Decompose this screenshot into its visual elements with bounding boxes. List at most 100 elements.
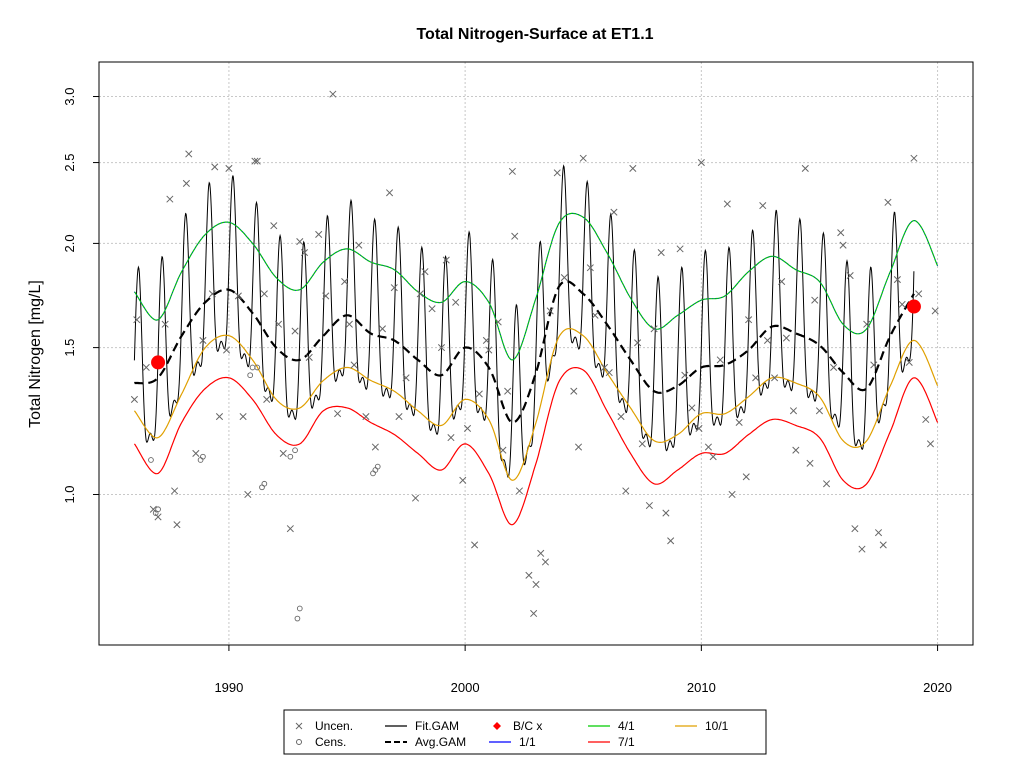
uncensored-point xyxy=(695,424,703,432)
uncensored-point xyxy=(291,327,299,335)
uncensored-point xyxy=(215,413,224,421)
uncensored-point xyxy=(166,195,174,203)
legend-item: 1/1 xyxy=(489,735,536,749)
uncensored-point xyxy=(244,490,252,499)
uncensored-point xyxy=(270,222,278,230)
uncensored-point xyxy=(801,164,809,172)
uncensored-point xyxy=(759,202,767,210)
uncensored-point xyxy=(541,558,550,566)
uncensored-point xyxy=(688,404,696,412)
uncensored-point xyxy=(459,476,467,484)
uncensored-point xyxy=(789,407,798,415)
uncensored-point xyxy=(494,318,502,326)
censored-point xyxy=(294,615,301,622)
legend-item: 10/1 xyxy=(675,719,729,733)
censored-point xyxy=(372,467,379,473)
uncensored-point xyxy=(591,311,599,319)
uncensored-point xyxy=(537,549,545,557)
legend-item: Uncen. xyxy=(295,719,353,733)
uncensored-point xyxy=(390,284,398,292)
legend-label: Fit.GAM xyxy=(415,719,459,733)
uncensored-point xyxy=(362,413,370,421)
uncensored-point xyxy=(341,278,349,286)
uncensored-point xyxy=(211,163,219,171)
uncensored-point xyxy=(274,320,283,328)
uncensored-point xyxy=(837,229,845,237)
uncensored-point xyxy=(334,410,342,418)
bc-point xyxy=(151,355,166,370)
uncensored-point xyxy=(735,418,743,427)
curve-1-1 xyxy=(134,213,938,361)
uncensored-point xyxy=(716,356,724,364)
uncensored-point xyxy=(763,336,772,344)
legend-item: Fit.GAM xyxy=(385,719,459,733)
uncensored-point xyxy=(905,358,913,366)
uncensored-point xyxy=(634,339,642,347)
uncensored-point xyxy=(898,300,906,308)
uncensored-point xyxy=(884,198,892,206)
y-axis: 1.0 1.5 2.0 2.5 3.0 xyxy=(62,87,99,504)
legend: Uncen. Cens. Fit.GAM Avg.GAM B/C x 1/1 4/1 7/1 1… xyxy=(283,709,767,755)
bc-point xyxy=(906,299,921,314)
uncensored-point xyxy=(142,363,150,372)
uncensored-point xyxy=(411,494,420,502)
uncensored-point xyxy=(574,443,583,451)
uncensored-point xyxy=(253,157,261,165)
fit-gam-path xyxy=(133,164,915,478)
uncensored-point xyxy=(371,443,379,451)
legend-item: Avg.GAM xyxy=(385,735,466,749)
uncensored-point xyxy=(482,336,490,344)
legend-label: 7/1 xyxy=(618,735,635,749)
uncensored-point xyxy=(893,276,901,284)
x-tick-label: 1990 xyxy=(214,680,243,695)
uncensored-point xyxy=(463,424,472,432)
uncensored-point xyxy=(511,232,519,240)
uncensored-point xyxy=(870,361,878,369)
censored-point xyxy=(292,447,298,454)
uncensored-point xyxy=(504,387,512,395)
uncensored-point xyxy=(704,443,712,451)
uncensored-point xyxy=(300,249,309,257)
chart-title: Total Nitrogen-Surface at ET1.1 xyxy=(416,26,653,43)
uncensored-point xyxy=(622,487,630,495)
uncensored-point xyxy=(225,164,233,172)
uncensored-point xyxy=(149,505,157,513)
uncensored-point xyxy=(499,446,507,454)
censored-point xyxy=(261,480,268,487)
uncensored-point xyxy=(385,189,394,197)
uncensored-point xyxy=(851,525,859,533)
uncensored-point xyxy=(745,316,753,324)
uncensored-point xyxy=(771,374,779,382)
censored-point xyxy=(247,372,254,379)
legend-label: 4/1 xyxy=(618,719,635,733)
uncensored-point xyxy=(910,154,918,162)
uncensored-point xyxy=(815,407,824,415)
censored-point xyxy=(374,463,381,470)
uncensored-point xyxy=(452,298,460,306)
uncensored-point xyxy=(471,541,479,549)
uncensored-point xyxy=(752,374,760,382)
uncensored-point xyxy=(286,525,294,533)
legend-label: B/C x xyxy=(513,719,542,733)
uncensored-point xyxy=(442,256,450,264)
uncensored-point xyxy=(839,241,847,249)
uncensored-point xyxy=(709,453,717,461)
uncensored-point xyxy=(133,316,141,324)
censored-point xyxy=(296,605,303,612)
uncensored-point xyxy=(697,159,705,167)
uncensored-point xyxy=(223,346,231,354)
uncensored-point xyxy=(792,446,800,454)
censored-point xyxy=(249,364,256,371)
uncensored-point xyxy=(645,501,653,510)
uncensored-point xyxy=(662,509,670,517)
y-axis-label: Total Nitrogen [mg/L] xyxy=(27,280,44,428)
uncensored-point xyxy=(315,230,323,239)
uncensored-point xyxy=(260,290,268,298)
y-tick-label: 2.5 xyxy=(62,154,77,172)
censored-point xyxy=(200,453,206,460)
uncensored-point xyxy=(830,363,838,372)
uncensored-point xyxy=(742,473,750,481)
uncensored-point xyxy=(378,325,387,333)
avg-gam-line xyxy=(134,279,915,424)
